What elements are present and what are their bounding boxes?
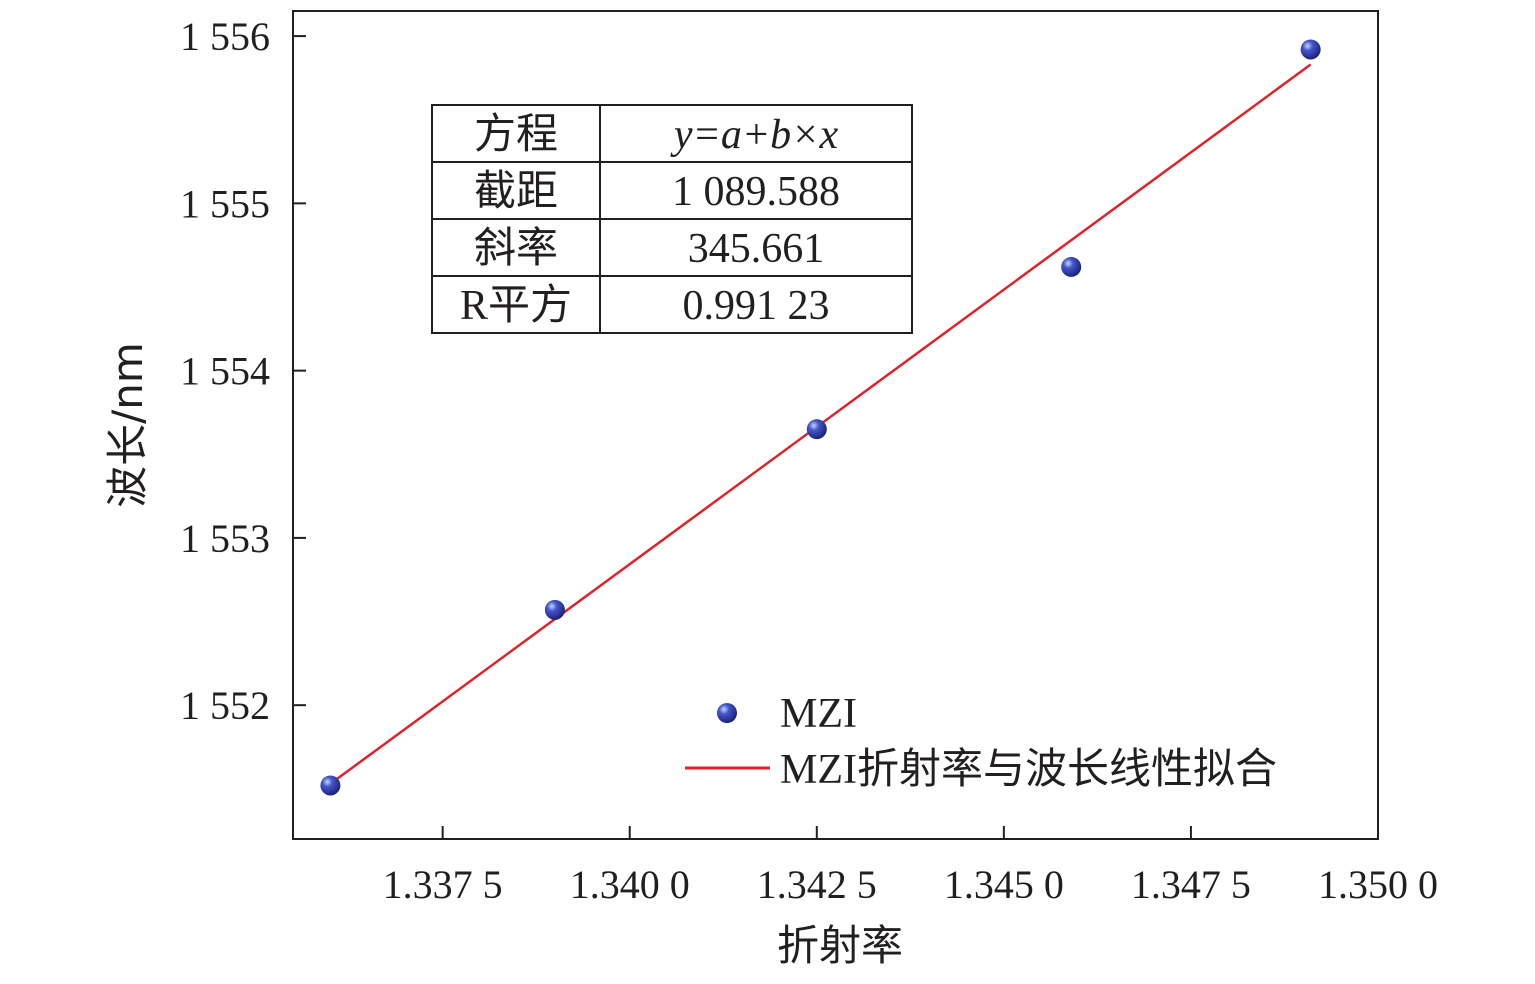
y-axis-ticks: 1 552 1 553 1 554 1 555 1 556 (180, 14, 306, 728)
fit-table: 方程 y=a+b×x 截距 1 089.588 斜率 345.661 R平方 0… (431, 104, 913, 334)
series-layer (320, 39, 1321, 796)
fit-table-label-slope: 斜率 (474, 225, 558, 272)
fit-table-value-intercept: 1 089.588 (672, 169, 840, 215)
y-tick-label: 1 554 (180, 349, 270, 394)
x-axis-ticks: 1.337 5 1.340 0 1.342 5 1.345 0 1.347 5 1.350… (383, 826, 1438, 907)
y-tick-label: 1 555 (180, 181, 270, 226)
x-tick-label: 1.350 0 (1318, 862, 1438, 907)
plot-frame (292, 10, 1379, 840)
y-axis-title: 波长/nm (103, 342, 152, 508)
legend: MZI MZI折射率与波长线性拟合 (685, 691, 1277, 793)
x-tick-label: 1.340 0 (570, 862, 690, 907)
legend-label-mzi: MZI (780, 691, 857, 737)
fit-table-value-equation: y=a+b×x (670, 112, 839, 158)
data-point (806, 419, 827, 440)
fit-table-label-equation: 方程 (474, 112, 558, 158)
data-point (1061, 256, 1082, 277)
x-tick-label: 1.342 5 (757, 862, 877, 907)
fit-table-value-slope: 345.661 (688, 226, 825, 272)
y-tick-label: 1 553 (180, 516, 270, 561)
x-tick-label: 1.345 0 (944, 862, 1064, 907)
x-axis-title: 折射率 (777, 921, 903, 970)
fit-table-value-r-squared: 0.991 23 (683, 283, 830, 329)
data-point (320, 775, 341, 796)
y-tick-label: 1 556 (180, 14, 270, 59)
fit-table-label-r-squared: R平方 (460, 283, 572, 329)
fit-table-label-intercept: 截距 (474, 169, 558, 215)
legend-label-fit: MZI折射率与波长线性拟合 (780, 746, 1277, 793)
y-tick-label: 1 552 (180, 683, 270, 728)
x-tick-label: 1.347 5 (1131, 862, 1251, 907)
data-point (1300, 39, 1321, 60)
x-tick-label: 1.337 5 (383, 862, 503, 907)
data-point (544, 599, 565, 620)
legend-marker-mzi (717, 703, 737, 723)
